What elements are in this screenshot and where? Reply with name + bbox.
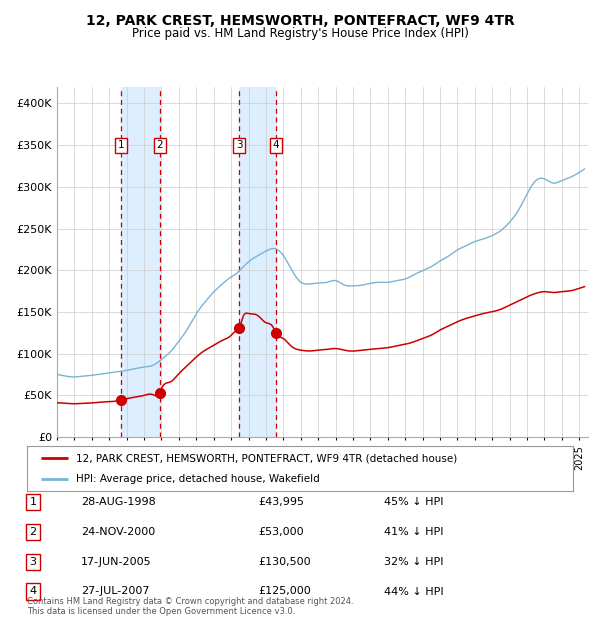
Text: 4: 4	[29, 587, 37, 596]
Bar	[121, 87, 160, 437]
Text: 12, PARK CREST, HEMSWORTH, PONTEFRACT, WF9 4TR (detached house): 12, PARK CREST, HEMSWORTH, PONTEFRACT, W…	[76, 453, 457, 464]
Text: 1: 1	[118, 140, 124, 150]
Text: 4: 4	[272, 140, 279, 150]
Text: £125,000: £125,000	[258, 587, 311, 596]
Text: 27-JUL-2007: 27-JUL-2007	[81, 587, 149, 596]
Text: 3: 3	[29, 557, 37, 567]
Text: Price paid vs. HM Land Registry's House Price Index (HPI): Price paid vs. HM Land Registry's House …	[131, 27, 469, 40]
Text: 24-NOV-2000: 24-NOV-2000	[81, 527, 155, 537]
Text: 32% ↓ HPI: 32% ↓ HPI	[384, 557, 443, 567]
Text: 45% ↓ HPI: 45% ↓ HPI	[384, 497, 443, 507]
Text: 2: 2	[157, 140, 163, 150]
Text: 17-JUN-2005: 17-JUN-2005	[81, 557, 152, 567]
Text: 41% ↓ HPI: 41% ↓ HPI	[384, 527, 443, 537]
Text: 1: 1	[29, 497, 37, 507]
Bar	[239, 87, 276, 437]
Text: 3: 3	[236, 140, 242, 150]
Text: Contains HM Land Registry data © Crown copyright and database right 2024.: Contains HM Land Registry data © Crown c…	[27, 597, 353, 606]
Text: 28-AUG-1998: 28-AUG-1998	[81, 497, 156, 507]
Text: 44% ↓ HPI: 44% ↓ HPI	[384, 587, 443, 596]
Text: 12, PARK CREST, HEMSWORTH, PONTEFRACT, WF9 4TR: 12, PARK CREST, HEMSWORTH, PONTEFRACT, W…	[86, 14, 514, 28]
Text: £130,500: £130,500	[258, 557, 311, 567]
Text: 2: 2	[29, 527, 37, 537]
Text: £53,000: £53,000	[258, 527, 304, 537]
Text: This data is licensed under the Open Government Licence v3.0.: This data is licensed under the Open Gov…	[27, 607, 295, 616]
Text: HPI: Average price, detached house, Wakefield: HPI: Average price, detached house, Wake…	[76, 474, 320, 484]
Text: £43,995: £43,995	[258, 497, 304, 507]
